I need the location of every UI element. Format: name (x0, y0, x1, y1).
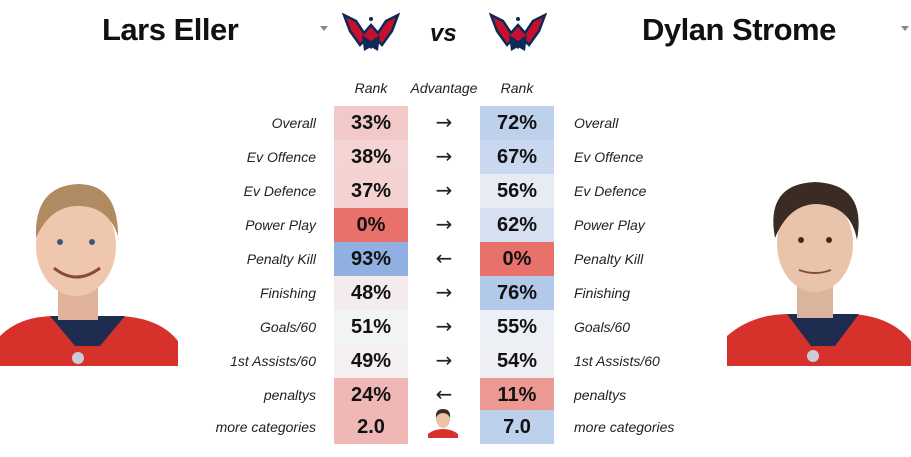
rank-left-header: Rank (354, 80, 388, 96)
advantage-arrow-icon: → (435, 212, 453, 236)
advantage-arrow-icon: → (435, 144, 453, 168)
left-rank-cell: 49% (334, 344, 408, 378)
stat-row: more categories 2.0 7.0 more categories (0, 410, 911, 444)
left-rank-cell: 51% (334, 310, 408, 344)
stat-label-right: Overall (574, 115, 619, 131)
vs-label: vs (430, 20, 457, 47)
stat-label-left: Ev Defence (243, 183, 316, 199)
stat-label-right: Finishing (574, 285, 631, 301)
stat-label-left: 1st Assists/60 (230, 353, 316, 369)
stat-label-left: penaltys (263, 387, 316, 403)
left-rank-cell: 38% (334, 140, 408, 174)
right-rank-cell: 54% (480, 344, 554, 378)
advantage-arrow-icon: → (435, 314, 453, 338)
left-rank-cell: 93% (334, 242, 408, 276)
stat-label-left: Goals/60 (259, 319, 316, 335)
left-rank-cell: 37% (334, 174, 408, 208)
stat-label-left: Ev Offence (246, 149, 316, 165)
stat-row: Power Play 0% → 62% Power Play (0, 208, 911, 242)
stat-row: penaltys 24% ← 11% penaltys (0, 378, 911, 412)
stat-label-left: more categories (215, 419, 316, 435)
stat-label-right: Ev Offence (574, 149, 644, 165)
stat-row: Penalty Kill 93% ← 0% Penalty Kill (0, 242, 911, 276)
left-rank-cell: 24% (334, 378, 408, 412)
advantage-header: Advantage (410, 80, 478, 96)
winner-player-icon (428, 406, 458, 438)
right-rank-cell: 62% (480, 208, 554, 242)
right-rank-cell: 72% (480, 106, 554, 140)
right-player-dropdown-icon[interactable] (901, 26, 909, 31)
stat-label-left: Penalty Kill (246, 251, 316, 267)
left-rank-cell: 48% (334, 276, 408, 310)
right-rank-cell: 56% (480, 174, 554, 208)
right-rank-cell: 55% (480, 310, 554, 344)
right-player-portrait (727, 176, 911, 366)
advantage-arrow-icon: → (435, 178, 453, 202)
left-rank-cell: 33% (334, 106, 408, 140)
right-rank-cell: 11% (480, 378, 554, 412)
left-player-dropdown-icon[interactable] (320, 26, 328, 31)
rank-right-header: Rank (500, 80, 534, 96)
right-rank-cell: 7.0 (480, 410, 554, 444)
stat-row: Ev Offence 38% → 67% Ev Offence (0, 140, 911, 174)
stat-label-left: Overall (271, 115, 316, 131)
stat-label-right: Goals/60 (574, 319, 631, 335)
capitals-logo-icon-left (342, 12, 400, 51)
stat-label-left: Power Play (245, 217, 316, 233)
stat-label-right: 1st Assists/60 (574, 353, 660, 369)
stat-label-right: Power Play (574, 217, 645, 233)
left-rank-cell: 2.0 (334, 410, 408, 444)
advantage-arrow-icon: → (435, 280, 453, 304)
stat-label-left: Finishing (259, 285, 316, 301)
stat-label-right: Ev Defence (574, 183, 647, 199)
stat-label-right: more categories (574, 419, 675, 435)
stat-row: Finishing 48% → 76% Finishing (0, 276, 911, 310)
left-rank-cell: 0% (334, 208, 408, 242)
advantage-arrow-icon: → (435, 110, 453, 134)
stat-row: Goals/60 51% → 55% Goals/60 (0, 310, 911, 344)
stat-row: Ev Defence 37% → 56% Ev Defence (0, 174, 911, 208)
capitals-logo-icon-right (489, 12, 547, 51)
advantage-arrow-icon: ← (435, 382, 453, 406)
left-player-name: Lars Eller (102, 12, 239, 47)
left-player-portrait (0, 176, 178, 366)
advantage-arrow-icon: ← (435, 246, 453, 270)
advantage-arrow-icon: → (435, 348, 453, 372)
right-rank-cell: 67% (480, 140, 554, 174)
stat-row: Overall 33% → 72% Overall (0, 106, 911, 140)
stat-label-right: Penalty Kill (574, 251, 644, 267)
right-rank-cell: 0% (480, 242, 554, 276)
stat-row: 1st Assists/60 49% → 54% 1st Assists/60 (0, 344, 911, 378)
stat-label-right: penaltys (574, 387, 627, 403)
right-rank-cell: 76% (480, 276, 554, 310)
right-player-name: Dylan Strome (642, 12, 836, 47)
